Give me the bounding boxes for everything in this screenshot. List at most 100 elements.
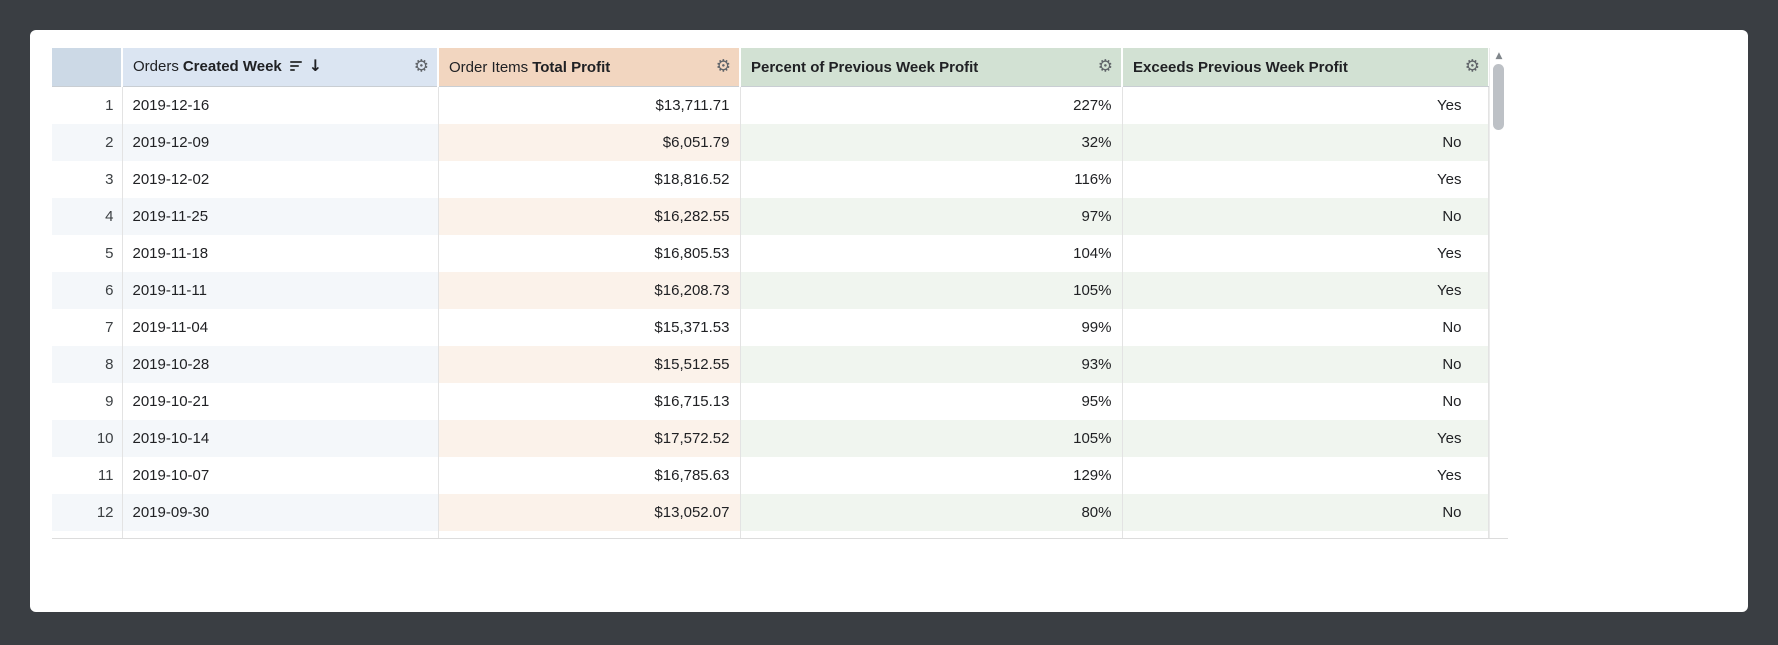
gear-icon[interactable]: ⚙ bbox=[1097, 56, 1113, 77]
table-row: 12 2019-09-30 $13,052.07 80% No bbox=[52, 494, 1489, 531]
week-cell[interactable]: 2019-10-21 bbox=[122, 383, 439, 420]
percent-cell[interactable]: 80% bbox=[740, 494, 1123, 531]
row-number-cell: 5 bbox=[52, 235, 123, 272]
exceeds-cell[interactable]: Yes bbox=[1122, 235, 1489, 272]
vertical-scrollbar[interactable]: ▲ bbox=[1489, 48, 1508, 538]
profit-cell[interactable]: $15,371.53 bbox=[438, 309, 741, 346]
week-cell[interactable]: 2019-09-30 bbox=[122, 494, 439, 531]
row-number-cell: 11 bbox=[52, 457, 123, 494]
gear-icon[interactable]: ⚙ bbox=[715, 56, 731, 77]
percent-cell[interactable]: 99% bbox=[740, 309, 1123, 346]
profit-cell[interactable]: $16,282.55 bbox=[438, 198, 741, 235]
field-name-label: Percent of Previous Week Profit bbox=[751, 58, 979, 76]
week-cell[interactable]: 2019-10-07 bbox=[122, 457, 439, 494]
field-name-label: Exceeds Previous Week Profit bbox=[1133, 58, 1348, 76]
gear-icon[interactable]: ⚙ bbox=[413, 56, 429, 77]
field-name-label: Created Week bbox=[182, 58, 282, 75]
exceeds-cell[interactable]: No bbox=[1122, 346, 1489, 383]
exceeds-cell[interactable]: No bbox=[1122, 383, 1489, 420]
table-row: 2 2019-12-09 $6,051.79 32% No bbox=[52, 124, 1489, 161]
exceeds-cell[interactable]: No bbox=[1122, 309, 1489, 346]
row-number-cell: 7 bbox=[52, 309, 123, 346]
week-cell[interactable]: 2019-10-14 bbox=[122, 420, 439, 457]
profit-cell[interactable]: $6,051.79 bbox=[438, 124, 741, 161]
row-number-cell: 1 bbox=[52, 86, 123, 124]
profit-cell[interactable]: $16,805.53 bbox=[438, 235, 741, 272]
clipped-cell bbox=[438, 531, 741, 538]
sort-lines-icon bbox=[289, 59, 303, 76]
profit-cell[interactable]: $16,208.73 bbox=[438, 272, 741, 309]
table-row-partial bbox=[52, 531, 1489, 538]
percent-cell[interactable]: 105% bbox=[740, 420, 1123, 457]
clipped-cell bbox=[740, 531, 1123, 538]
field-name-label: Total Profit bbox=[532, 58, 611, 76]
table-body: 1 2019-12-16 $13,711.71 227% Yes 2 2019-12-09 $… bbox=[52, 86, 1489, 538]
profit-cell[interactable]: $13,711.71 bbox=[438, 86, 741, 124]
percent-cell[interactable]: 93% bbox=[740, 346, 1123, 383]
week-cell[interactable]: 2019-12-16 bbox=[122, 86, 439, 124]
table-row: 5 2019-11-18 $16,805.53 104% Yes bbox=[52, 235, 1489, 272]
percent-cell[interactable]: 227% bbox=[740, 86, 1123, 124]
row-number-cell: 12 bbox=[52, 494, 123, 531]
clipped-cell bbox=[1122, 531, 1489, 538]
percent-cell[interactable]: 105% bbox=[740, 272, 1123, 309]
percent-cell[interactable]: 104% bbox=[740, 235, 1123, 272]
view-name-label: Order Items bbox=[449, 58, 529, 76]
data-table: Orders Created Week ↓ ⚙ Order Items Total Pr… bbox=[52, 48, 1489, 538]
profit-cell[interactable]: $18,816.52 bbox=[438, 161, 741, 198]
column-header-total-profit[interactable]: Order Items Total Profit ⚙ bbox=[438, 48, 741, 87]
exceeds-cell[interactable]: No bbox=[1122, 198, 1489, 235]
percent-cell[interactable]: 95% bbox=[740, 383, 1123, 420]
exceeds-cell[interactable]: Yes bbox=[1122, 420, 1489, 457]
exceeds-cell[interactable]: No bbox=[1122, 494, 1489, 531]
sort-desc-arrow-icon[interactable]: ↓ bbox=[308, 56, 323, 75]
profit-cell[interactable]: $16,715.13 bbox=[438, 383, 741, 420]
week-cell[interactable]: 2019-12-02 bbox=[122, 161, 439, 198]
table-row: 8 2019-10-28 $15,512.55 93% No bbox=[52, 346, 1489, 383]
table-row: 10 2019-10-14 $17,572.52 105% Yes bbox=[52, 420, 1489, 457]
percent-cell[interactable]: 129% bbox=[740, 457, 1123, 494]
week-cell[interactable]: 2019-11-25 bbox=[122, 198, 439, 235]
table-row: 4 2019-11-25 $16,282.55 97% No bbox=[52, 198, 1489, 235]
clipped-cell bbox=[122, 531, 439, 538]
exceeds-cell[interactable]: Yes bbox=[1122, 86, 1489, 124]
profit-cell[interactable]: $17,572.52 bbox=[438, 420, 741, 457]
profit-cell[interactable]: $15,512.55 bbox=[438, 346, 741, 383]
header-row: Orders Created Week ↓ ⚙ Order Items Total Pr… bbox=[52, 48, 1488, 87]
table-row: 1 2019-12-16 $13,711.71 227% Yes bbox=[52, 86, 1489, 124]
profit-cell[interactable]: $13,052.07 bbox=[438, 494, 741, 531]
row-number-cell: 6 bbox=[52, 272, 123, 309]
visualization-card: Orders Created Week ↓ ⚙ Order Items Total Pr… bbox=[30, 30, 1748, 612]
row-number-cell: 3 bbox=[52, 161, 123, 198]
column-header-created-week[interactable]: Orders Created Week ↓ ⚙ bbox=[122, 48, 439, 87]
exceeds-cell[interactable]: No bbox=[1122, 124, 1489, 161]
row-number-header bbox=[52, 48, 123, 87]
column-header-exceeds-previous-week-profit[interactable]: Exceeds Previous Week Profit ⚙ bbox=[1122, 48, 1488, 87]
row-number-cell: 2 bbox=[52, 124, 123, 161]
week-cell[interactable]: 2019-11-11 bbox=[122, 272, 439, 309]
table-row: 6 2019-11-11 $16,208.73 105% Yes bbox=[52, 272, 1489, 309]
percent-cell[interactable]: 32% bbox=[740, 124, 1123, 161]
row-number-cell: 9 bbox=[52, 383, 123, 420]
table-row: 7 2019-11-04 $15,371.53 99% No bbox=[52, 309, 1489, 346]
profit-cell[interactable]: $16,785.63 bbox=[438, 457, 741, 494]
percent-cell[interactable]: 97% bbox=[740, 198, 1123, 235]
table-row: 3 2019-12-02 $18,816.52 116% Yes bbox=[52, 161, 1489, 198]
column-header-percent-previous-week-profit[interactable]: Percent of Previous Week Profit ⚙ bbox=[740, 48, 1123, 87]
gear-icon[interactable]: ⚙ bbox=[1464, 56, 1480, 77]
week-cell[interactable]: 2019-12-09 bbox=[122, 124, 439, 161]
scroll-up-arrow-icon[interactable]: ▲ bbox=[1495, 51, 1503, 61]
clipped-cell bbox=[52, 531, 123, 538]
scrollbar-thumb[interactable] bbox=[1493, 64, 1504, 130]
table-row: 11 2019-10-07 $16,785.63 129% Yes bbox=[52, 457, 1489, 494]
exceeds-cell[interactable]: Yes bbox=[1122, 457, 1489, 494]
row-number-cell: 4 bbox=[52, 198, 123, 235]
week-cell[interactable]: 2019-11-04 bbox=[122, 309, 439, 346]
percent-cell[interactable]: 116% bbox=[740, 161, 1123, 198]
row-number-cell: 8 bbox=[52, 346, 123, 383]
table-row: 9 2019-10-21 $16,715.13 95% No bbox=[52, 383, 1489, 420]
exceeds-cell[interactable]: Yes bbox=[1122, 161, 1489, 198]
exceeds-cell[interactable]: Yes bbox=[1122, 272, 1489, 309]
week-cell[interactable]: 2019-11-18 bbox=[122, 235, 439, 272]
week-cell[interactable]: 2019-10-28 bbox=[122, 346, 439, 383]
